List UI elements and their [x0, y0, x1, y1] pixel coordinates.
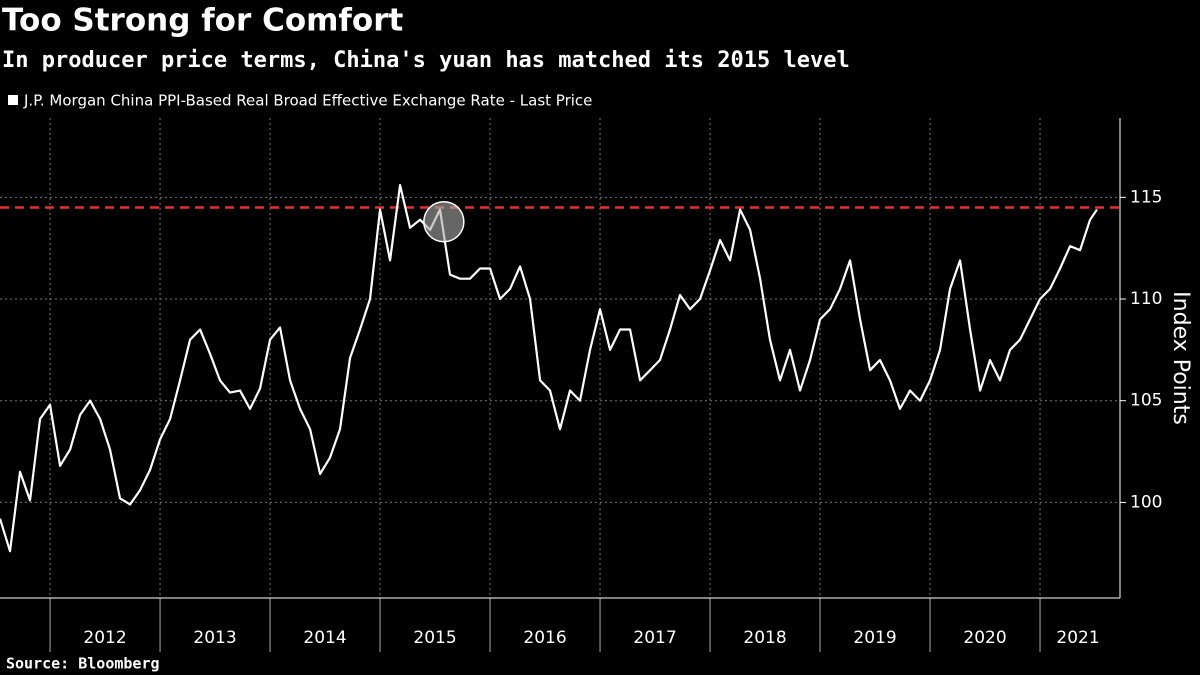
x-tick-label: 2014	[303, 628, 346, 648]
legend-label: J.P. Morgan China PPI-Based Real Broad E…	[23, 92, 592, 110]
y-tick-label: 115	[1130, 187, 1162, 207]
data-line	[0, 184, 1098, 553]
x-tick-label: 2021	[1056, 628, 1099, 648]
y-tick-label: 100	[1130, 492, 1162, 512]
x-tick-label: 2018	[743, 628, 786, 648]
source: Source: Bloomberg	[6, 655, 160, 673]
chart-subtitle: In producer price terms, China's yuan ha…	[2, 48, 850, 73]
y-tick-label: 105	[1130, 391, 1162, 411]
x-tick-label: 2013	[193, 628, 236, 648]
x-tick-label: 2019	[853, 628, 896, 648]
legend-swatch	[8, 95, 18, 105]
y-tick-label: 110	[1130, 289, 1162, 309]
x-tick-label: 2017	[633, 628, 676, 648]
chart-title: Too Strong for Comfort	[2, 3, 403, 39]
x-tick-label: 2015	[413, 628, 456, 648]
highlight-marker	[423, 200, 465, 243]
x-tick-label: 2012	[83, 628, 126, 648]
x-tick-label: 2020	[963, 628, 1006, 648]
y-axis-title: Index Points	[1168, 291, 1193, 425]
x-tick-label: 2016	[523, 628, 566, 648]
